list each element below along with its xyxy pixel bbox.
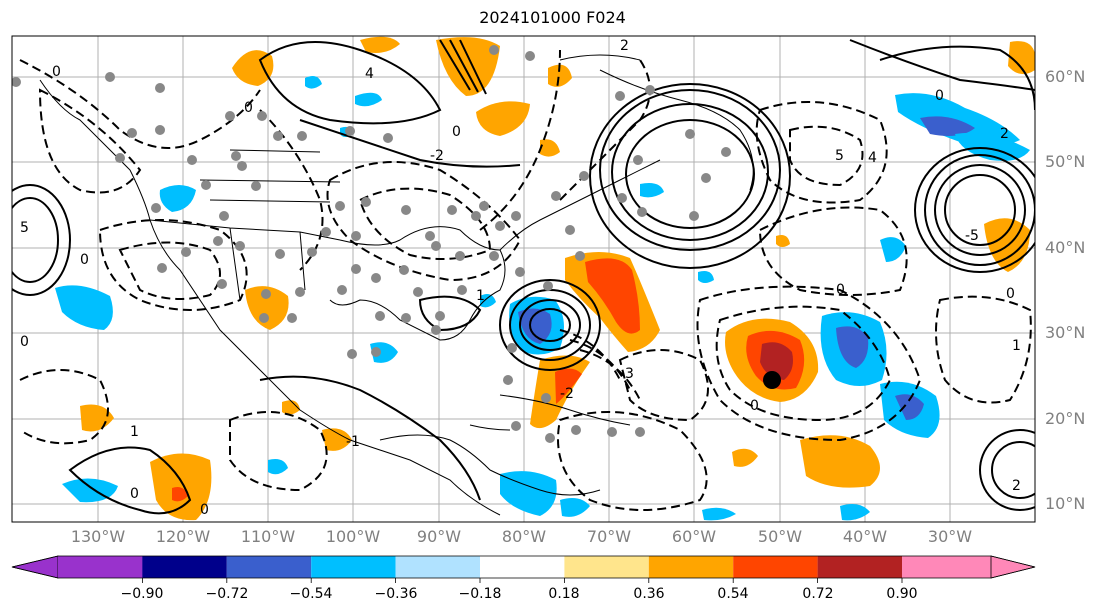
lat-label: 30°N xyxy=(1045,323,1086,342)
contour-label: 5 xyxy=(20,220,29,236)
map-title: 2024101000 F024 xyxy=(479,8,626,27)
lon-label: 100°W xyxy=(325,527,381,546)
lon-label: 40°W xyxy=(842,527,888,546)
contour-label: 0 xyxy=(244,100,253,116)
lon-label: 70°W xyxy=(586,527,632,546)
contours-negative xyxy=(19,49,1032,511)
colorbar xyxy=(11,555,1036,583)
colorbar-segment xyxy=(395,556,480,578)
colorbar-segment xyxy=(564,556,649,578)
colorbar-tick-label: 0.54 xyxy=(717,586,749,602)
colorbar-tick-label: −0.36 xyxy=(374,586,418,602)
lat-label: 20°N xyxy=(1045,409,1086,428)
colorbar-tick-label: −0.54 xyxy=(289,586,333,602)
colorbar-tick-label: −0.72 xyxy=(205,586,249,602)
lat-label: 50°N xyxy=(1045,152,1086,171)
colorbar-segment xyxy=(480,556,565,578)
colorbar-tick-label: 0.90 xyxy=(886,586,918,602)
lon-label: 30°W xyxy=(927,527,973,546)
contour-label: 0 xyxy=(836,282,845,298)
coastlines xyxy=(39,54,754,516)
colorbar-tick-label: 0.36 xyxy=(633,586,665,602)
map-frame xyxy=(11,35,1036,523)
contour-label: 1 xyxy=(130,424,139,440)
colorbar-extend-high xyxy=(990,555,1036,579)
shaded-fields xyxy=(55,36,1035,521)
contour-label: 0 xyxy=(80,252,89,268)
contour-label: 0 xyxy=(200,502,209,518)
contours-positive xyxy=(12,39,1035,515)
lon-label: 80°W xyxy=(501,527,547,546)
colorbar-segment xyxy=(733,556,818,578)
colorbar-segment xyxy=(311,556,396,578)
colorbar-segment xyxy=(902,556,991,578)
contour-label: 1 xyxy=(476,288,485,304)
station-dots xyxy=(12,45,731,443)
contour-label: -5 xyxy=(965,228,979,244)
contour-label: 1 xyxy=(1012,338,1021,354)
colorbar-tick-label: −0.90 xyxy=(120,586,164,602)
colorbar-outline xyxy=(11,555,1036,579)
contour-label: 5 xyxy=(835,148,844,164)
lon-label: 90°W xyxy=(416,527,462,546)
lat-label: 60°N xyxy=(1045,67,1086,86)
contour-label: 0 xyxy=(1006,286,1015,302)
colorbar-segment xyxy=(226,556,312,578)
lon-label: 130°W xyxy=(70,527,126,546)
contour-label: 4 xyxy=(868,150,877,166)
colorbar-segment xyxy=(142,556,227,578)
contour-label: 0 xyxy=(452,124,461,140)
colorbar-segment xyxy=(58,556,143,578)
contour-label: 2 xyxy=(1012,478,1021,494)
lon-label: 60°W xyxy=(671,527,717,546)
lon-label: 110°W xyxy=(240,527,296,546)
colorbar-tick-label: 0.72 xyxy=(802,586,834,602)
colorbar-extend-low xyxy=(11,555,59,579)
contour-label: 0 xyxy=(52,64,61,80)
contour-label: 2 xyxy=(1000,126,1009,142)
storm-center-marker xyxy=(763,371,781,389)
contour-label: 0 xyxy=(935,88,944,104)
contour-label: 2 xyxy=(620,38,629,54)
colorbar-segment xyxy=(817,556,902,578)
lon-label: 50°W xyxy=(757,527,803,546)
colorbar-ticks xyxy=(141,578,903,583)
contour-label: 0 xyxy=(750,398,759,414)
lat-label: 40°N xyxy=(1045,238,1086,257)
contour-label: -3 xyxy=(620,366,634,382)
contour-label: -2 xyxy=(430,148,444,164)
lat-label: 10°N xyxy=(1045,494,1086,513)
lon-label: 120°W xyxy=(155,527,211,546)
colorbar-tick-label: 0.18 xyxy=(548,586,580,602)
contour-label: 0 xyxy=(130,486,139,502)
contour-label: -2 xyxy=(560,386,574,402)
contour-label: -1 xyxy=(346,434,360,450)
colorbar-segment xyxy=(648,556,734,578)
contour-label: 0 xyxy=(20,334,29,350)
contour-label: 4 xyxy=(365,66,374,82)
contour-labels: 0 5 0 4 -2 0 2 0 2 -5 0 1 5 4 0 0 1 0 0 … xyxy=(20,38,1021,518)
colorbar-tick-label: −0.18 xyxy=(458,586,502,602)
